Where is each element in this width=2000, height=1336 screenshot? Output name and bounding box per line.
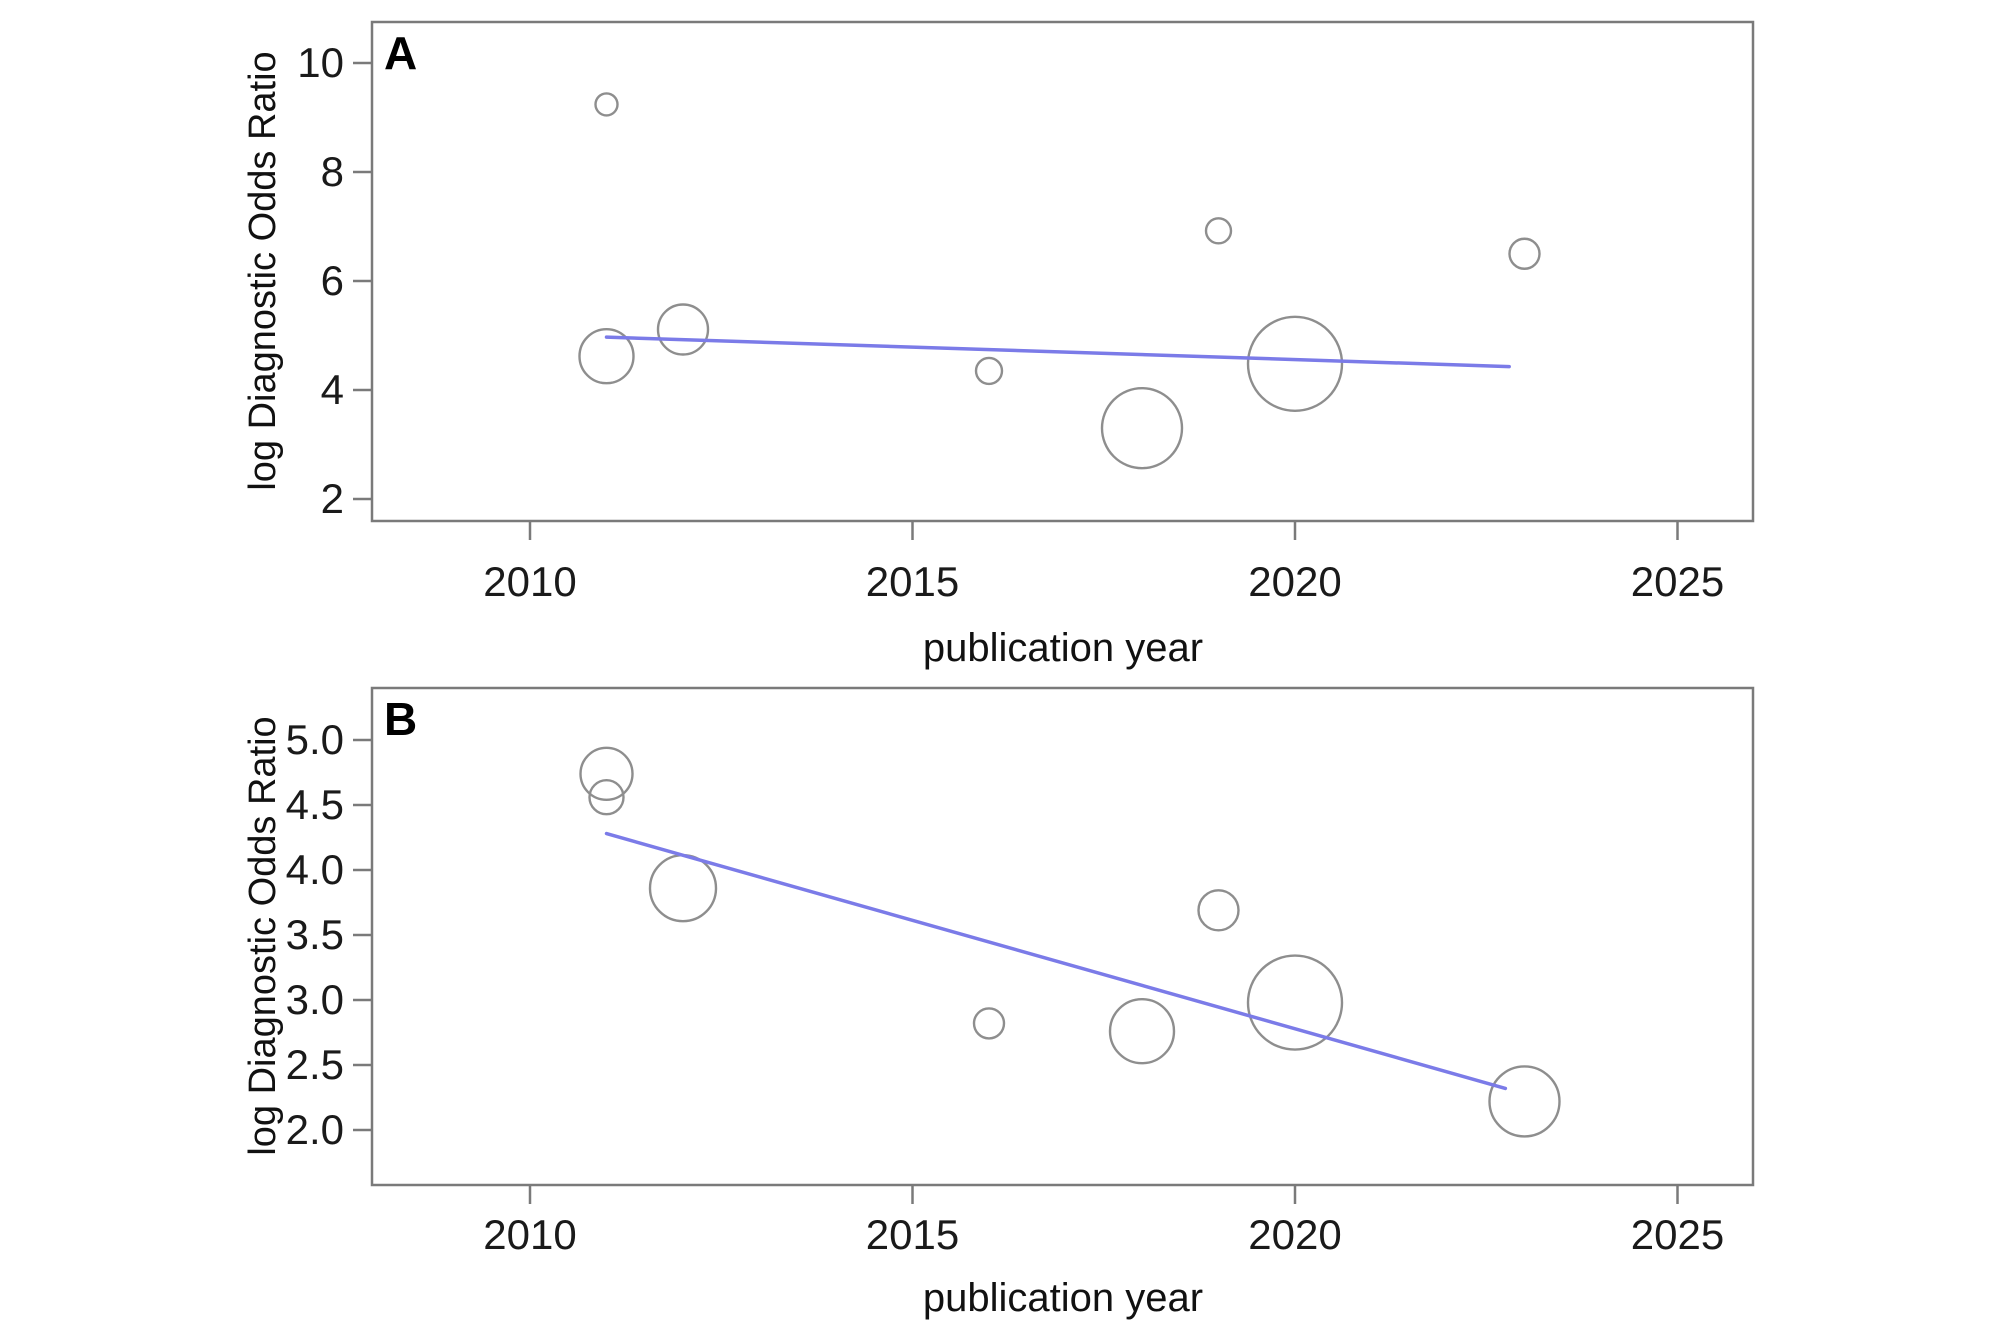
y-tick-label: 4 xyxy=(321,366,344,413)
y-tick-label: 2.0 xyxy=(286,1106,344,1153)
x-tick-label: 2020 xyxy=(1248,1211,1341,1258)
y-tick-label: 5.0 xyxy=(286,716,344,763)
y-tick-label: 4.5 xyxy=(286,781,344,828)
study-bubble xyxy=(588,779,625,816)
y-tick-label: 2.5 xyxy=(286,1041,344,1088)
panel-b-plot: 2010 2015 2020 2025 2.0 2.5 3.0 3.5 4.0 4.5 5.0 xyxy=(286,686,1755,1258)
panel-a-plot: 2010 2015 2020 2025 2 4 6 8 10 xyxy=(297,20,1755,605)
y-tick-label: 6 xyxy=(321,257,344,304)
study-bubble xyxy=(1488,1065,1561,1138)
x-tick-label: 2010 xyxy=(483,558,576,605)
panel-b-y-axis-title: log Diagnostic Odds Ratio xyxy=(242,716,284,1156)
plot-box xyxy=(370,686,1755,1187)
panel-a-letter: A xyxy=(384,27,418,79)
study-bubble xyxy=(1204,217,1233,245)
plot-box xyxy=(370,20,1755,523)
y-tick-label: 8 xyxy=(321,148,344,195)
x-tick-label: 2010 xyxy=(483,1211,576,1258)
regression-line xyxy=(604,831,1508,1091)
study-bubble xyxy=(1508,237,1541,270)
regression-line xyxy=(604,335,1511,369)
study-bubble xyxy=(656,303,710,356)
x-tick-label: 2015 xyxy=(866,1211,959,1258)
x-tick-label: 2025 xyxy=(1631,1211,1724,1258)
study-bubble xyxy=(1197,889,1240,932)
y-tick-label: 3.5 xyxy=(286,911,344,958)
study-bubble xyxy=(1108,997,1176,1065)
panel-b-letter: B xyxy=(384,693,418,745)
study-bubble xyxy=(579,746,634,801)
study-bubble xyxy=(974,356,1004,386)
x-tick-label: 2025 xyxy=(1631,558,1724,605)
study-bubble xyxy=(1246,315,1344,413)
study-bubble xyxy=(1246,954,1344,1051)
y-tick-label: 2 xyxy=(321,475,344,522)
study-bubble xyxy=(578,328,635,385)
study-bubble xyxy=(1100,386,1184,470)
x-tick-label: 2015 xyxy=(866,558,959,605)
study-bubble xyxy=(594,92,619,117)
x-tick-label: 2020 xyxy=(1248,558,1341,605)
study-bubble xyxy=(648,854,718,923)
panel-a-x-axis-title: publication year xyxy=(922,626,1204,670)
study-bubble xyxy=(972,1007,1006,1040)
y-tick-label: 4.0 xyxy=(286,846,344,893)
panel-a-y-axis-title: log Diagnostic Odds Ratio xyxy=(242,51,284,491)
y-tick-label: 3.0 xyxy=(286,976,344,1023)
y-tick-label: 10 xyxy=(297,39,344,86)
panel-b-x-axis-title: publication year xyxy=(922,1276,1204,1320)
